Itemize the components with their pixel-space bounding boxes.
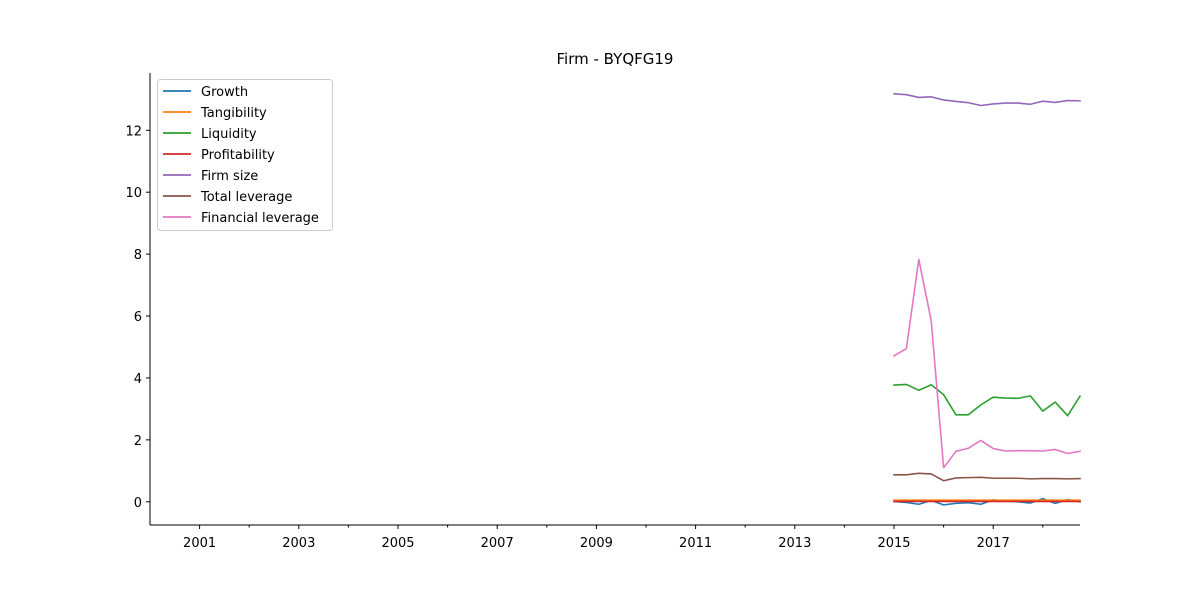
chart-title: Firm - BYQFG19 [557,50,674,68]
x-tick-label: 2009 [580,536,613,551]
legend-label: Financial leverage [201,211,319,226]
legend-entries: Growth Tangibility Liquidity Profitability F… [163,85,319,226]
x-tick-label: 2015 [877,536,910,551]
y-tick-label: 0 [134,496,142,511]
series-line-liquidity [893,383,1082,417]
y-tick-label: 12 [125,124,142,139]
series-line-financial-leverage [892,258,1081,469]
y-axis-ticks: 0 2 4 6 8 10 12 [125,124,150,511]
legend: Growth Tangibility Liquidity Profitability F… [157,79,333,231]
legend-label: Growth [201,85,248,100]
x-tick-label: 2013 [778,536,811,551]
series-line-firm-size [893,92,1081,107]
x-axis-ticks: 2001 2003 2005 2007 2009 2011 2013 2015 2017 [183,525,1044,551]
series-layer [892,92,1082,506]
legend-label: Tangibility [200,106,267,121]
legend-label: Profitability [201,148,275,163]
y-tick-label: 4 [134,372,142,387]
legend-label: Liquidity [201,127,257,142]
series-line-total-leverage [893,472,1081,482]
x-tick-label: 2001 [183,536,216,551]
legend-frame [157,79,333,231]
x-tick-label: 2003 [282,536,315,551]
y-tick-label: 10 [125,186,142,201]
legend-label: Firm size [201,169,258,184]
y-tick-label: 6 [134,310,142,325]
x-tick-label: 2005 [381,536,414,551]
y-tick-label: 8 [134,248,142,263]
x-tick-label: 2011 [679,536,712,551]
legend-label: Total leverage [200,190,292,205]
x-tick-label: 2007 [481,536,514,551]
y-tick-label: 2 [134,434,142,449]
x-tick-label: 2017 [977,536,1010,551]
